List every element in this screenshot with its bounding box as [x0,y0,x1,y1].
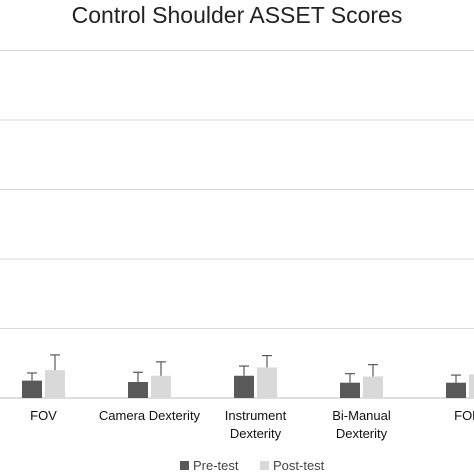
bars [22,367,474,398]
x-tick-label: Dexterity [230,426,282,441]
x-tick-label: Bi-Manual [332,408,391,423]
legend: Pre-test Post-test [180,458,325,473]
x-tick-label: Dexterity [336,426,388,441]
legend-label: Pre-test [193,458,239,473]
x-tick-label: Instrument [225,408,287,423]
x-tick-label: FOV [30,408,57,423]
bar-post-test-1 [151,375,171,398]
bar-pre-test-4 [446,382,466,398]
error-bars [27,354,461,383]
x-axis-labels: FOV Camera Dexterity Instrument Dexterity Bi… [30,408,474,441]
chart-title: Control Shoulder ASSET Scores [72,2,403,28]
bar-post-test-2 [257,367,277,398]
x-tick-label: FOP [454,408,474,423]
bar-pre-test-0 [22,380,42,398]
bar-pre-test-1 [128,382,148,398]
legend-swatch [180,461,189,470]
bar-post-test-4 [469,374,474,398]
legend-swatch [260,461,269,470]
bar-post-test-3 [363,376,383,398]
bar-pre-test-3 [340,382,360,398]
bar-post-test-0 [45,370,65,398]
gridlines [0,50,474,399]
bar-pre-test-2 [234,375,254,398]
x-tick-label: Camera Dexterity [99,408,201,423]
legend-label: Post-test [273,458,325,473]
